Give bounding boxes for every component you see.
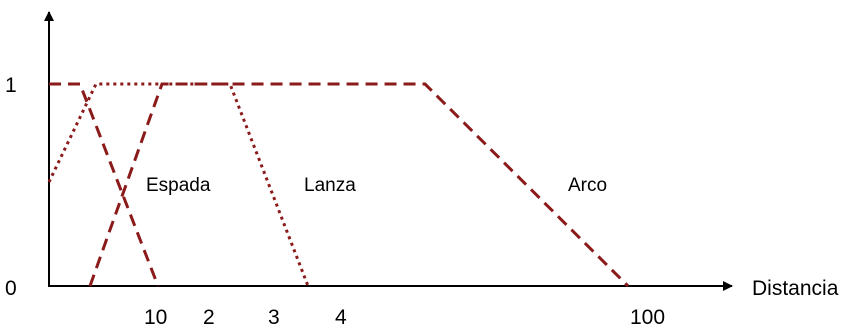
- series-espada-line: [49, 82, 160, 287]
- series-lanza-line: [47, 82, 310, 287]
- y-tick-label-1: 1: [5, 74, 17, 97]
- x-axis-label: Distancia: [752, 277, 839, 300]
- x-tick-label-10: 10: [144, 306, 167, 329]
- series-label-lanza: Lanza: [304, 175, 356, 196]
- series-label-espada: Espada: [146, 175, 211, 196]
- x-tick-label-3: 3: [268, 306, 280, 329]
- y-tick-label-0: 0: [5, 277, 17, 300]
- x-tick-label-4: 4: [335, 306, 347, 329]
- series-arco-line: [88, 82, 630, 288]
- x-tick-label-2: 2: [203, 306, 215, 329]
- series-label-arco: Arco: [568, 175, 607, 196]
- x-tick-label-100: 100: [630, 306, 665, 329]
